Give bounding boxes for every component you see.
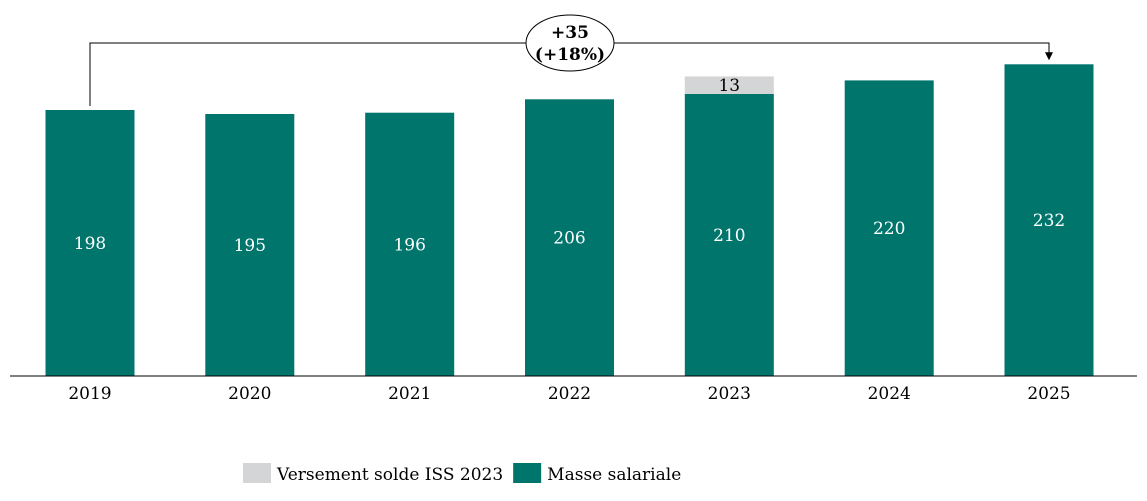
bar-masse-salariale-2025 bbox=[1004, 64, 1094, 377]
arrow-down-icon bbox=[1045, 52, 1053, 61]
bar-value-label: 196 bbox=[393, 235, 425, 255]
legend: Versement solde ISS 2023 Masse salariale bbox=[243, 463, 681, 485]
bar-masse-salariale-2019 bbox=[45, 110, 135, 376]
bar-value-label: 232 bbox=[1033, 211, 1065, 231]
bar-versement-solde-iss-2023 bbox=[684, 76, 774, 94]
x-tick-label: 2019 bbox=[68, 384, 111, 404]
bar-value-label: 206 bbox=[553, 229, 585, 249]
bar-value-label: 198 bbox=[74, 234, 106, 254]
legend-swatch bbox=[243, 463, 271, 483]
bar-masse-salariale-2022 bbox=[525, 99, 614, 377]
bar-value-label: 195 bbox=[234, 236, 266, 256]
x-tick-labels: 2019 2020 2021 2022 2023 2024 2025 bbox=[68, 384, 1070, 404]
bar-masse-salariale-2023 bbox=[684, 93, 774, 377]
growth-percent-label: (+18%) bbox=[535, 45, 605, 65]
legend-label: Versement solde ISS 2023 bbox=[276, 465, 503, 485]
x-tick-label: 2024 bbox=[868, 384, 911, 404]
legend-label: Masse salariale bbox=[547, 465, 681, 485]
growth-annotation: +35 (+18%) bbox=[89, 14, 1053, 106]
bar-value-label: 210 bbox=[713, 226, 745, 246]
growth-absolute-label: +35 bbox=[551, 23, 589, 43]
stack-value-label: 13 bbox=[718, 76, 740, 96]
bar-masse-salariale-2021 bbox=[365, 112, 455, 376]
x-tick-label: 2020 bbox=[228, 384, 271, 404]
legend-swatch bbox=[513, 463, 542, 483]
x-tick-label: 2023 bbox=[708, 384, 751, 404]
x-tick-label: 2021 bbox=[388, 384, 431, 404]
bar-masse-salariale-2020 bbox=[205, 114, 295, 376]
bars-layer: 198 195 196 206 210 13 220 232 bbox=[45, 64, 1094, 377]
x-tick-label: 2022 bbox=[548, 384, 591, 404]
bar-value-label: 220 bbox=[873, 219, 905, 239]
growth-bubble bbox=[525, 14, 615, 72]
bar-masse-salariale-2024 bbox=[844, 80, 934, 377]
x-tick-label: 2025 bbox=[1027, 384, 1070, 404]
